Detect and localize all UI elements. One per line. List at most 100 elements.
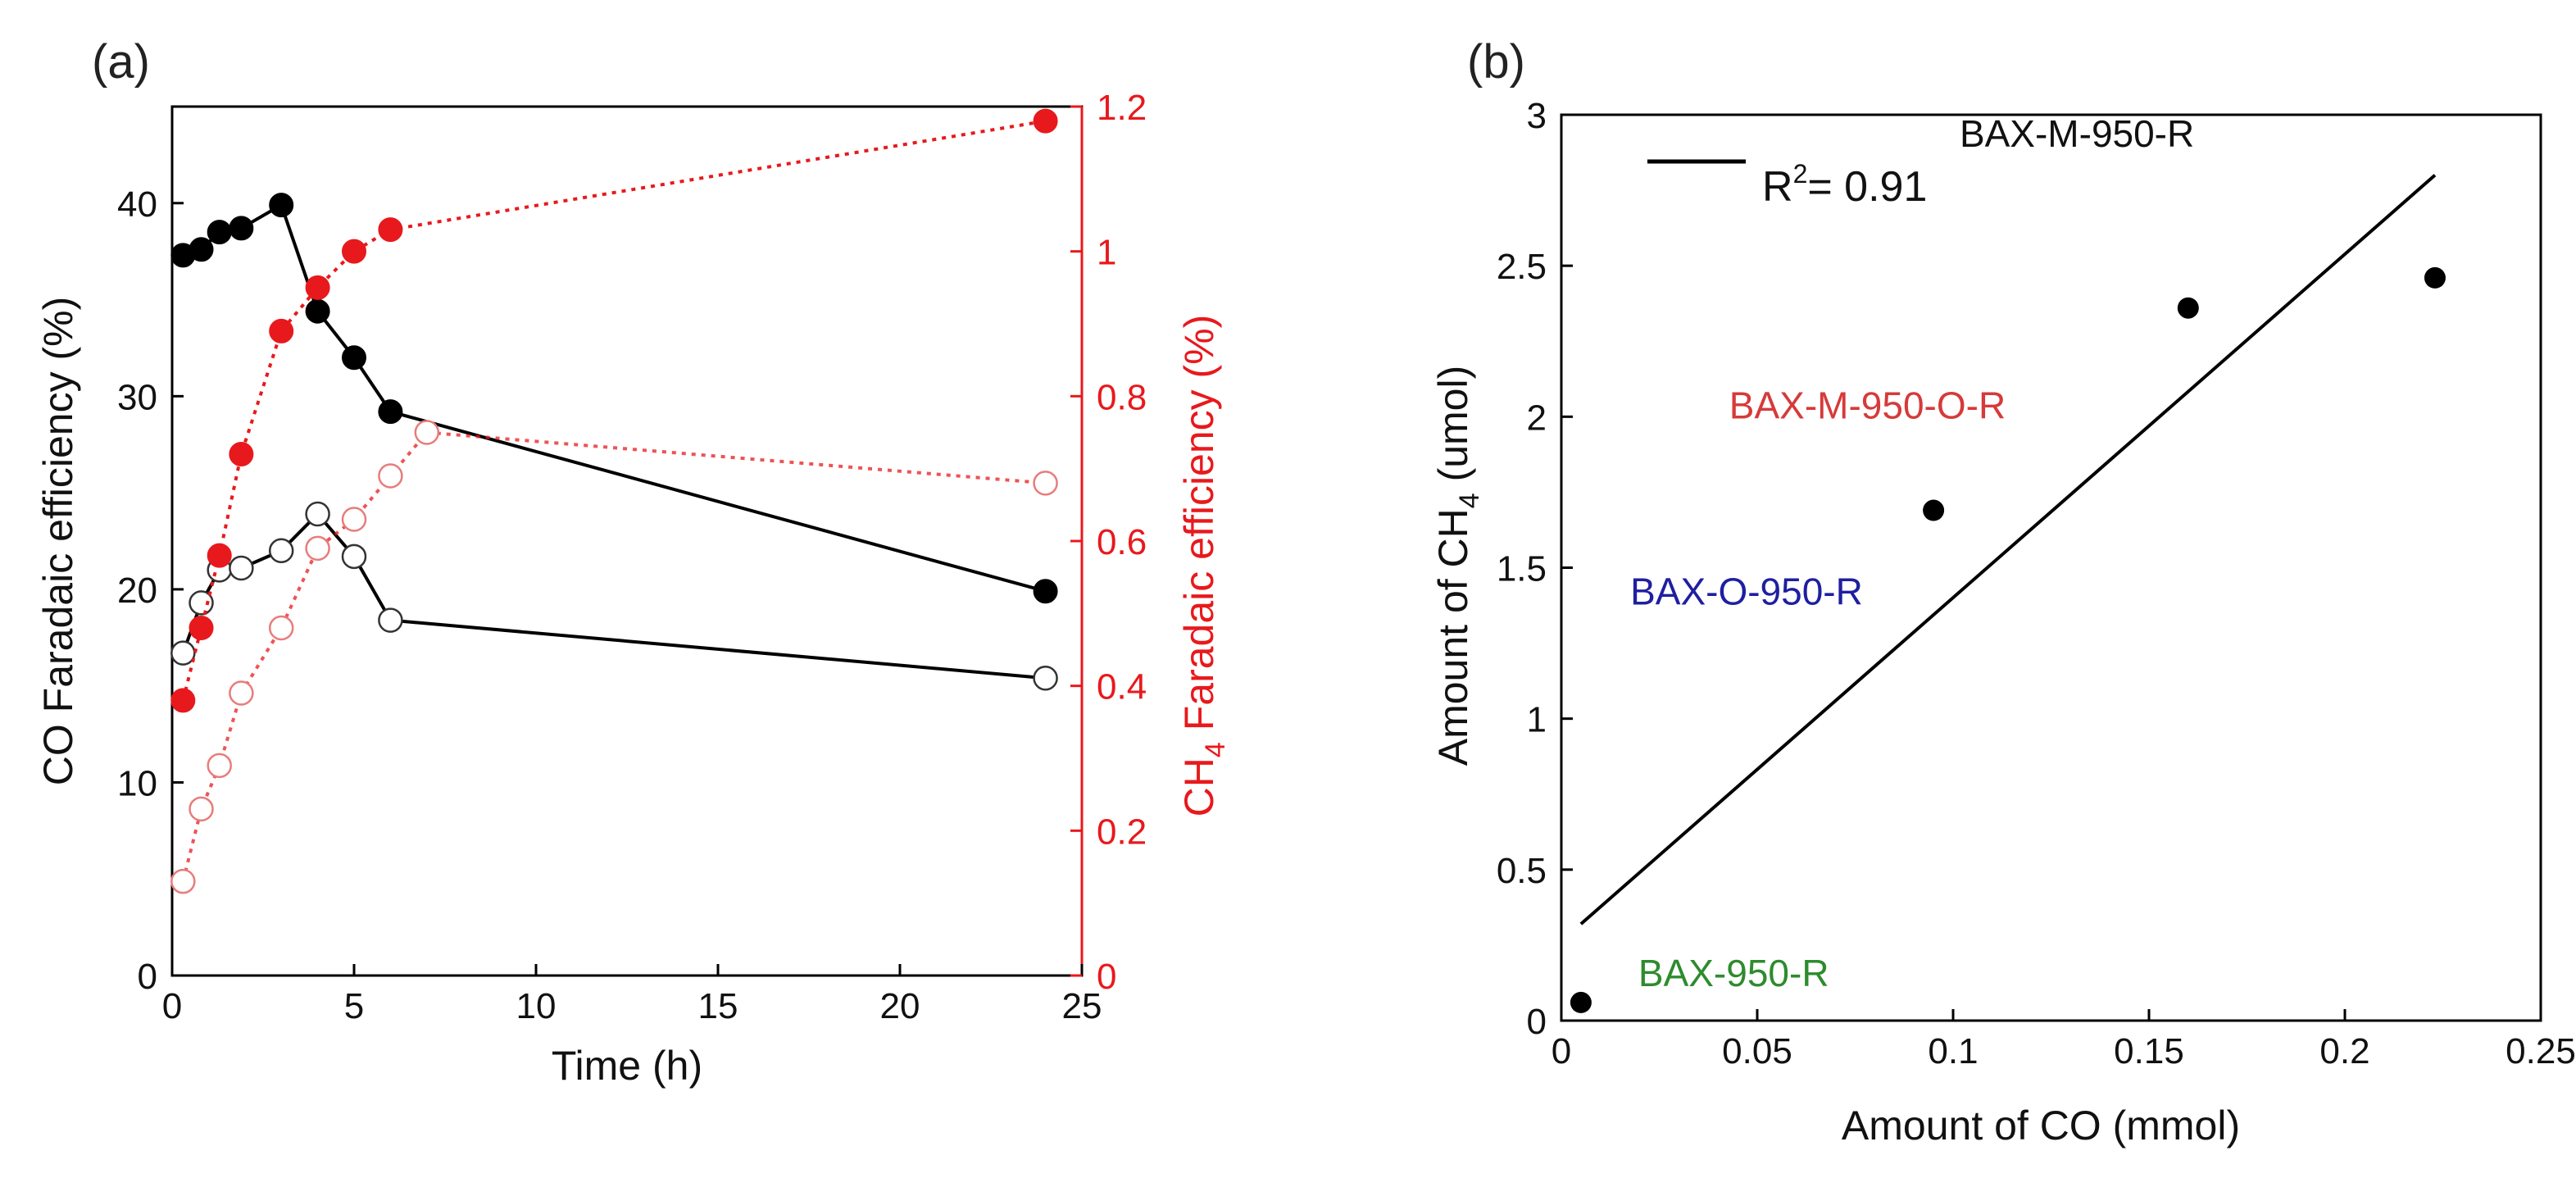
x-tick-label: 15 xyxy=(698,986,738,1026)
panel-b-y-ticks: 0 0.5 1 1.5 2 2.5 3 xyxy=(1497,96,1573,1042)
y-label-rest: (umol) xyxy=(1430,366,1476,493)
y-label-sub: 4 xyxy=(1454,493,1485,508)
series-point-0 xyxy=(342,345,366,371)
series-point-2 xyxy=(170,688,196,713)
scatter-point xyxy=(2177,297,2199,319)
series-point-0 xyxy=(1033,579,1058,604)
point-label: BAX-M-950-R xyxy=(1960,112,2194,155)
panel-b-x-ticks: 0 0.05 0.1 0.15 0.2 0.25 xyxy=(1552,1009,2576,1071)
series-point-2 xyxy=(305,275,330,300)
y-tick-label: 3 xyxy=(1527,96,1547,136)
panel-a-y-ticks: 0 10 20 30 40 xyxy=(117,184,184,997)
series-point-1 xyxy=(170,640,196,666)
series-point-3 xyxy=(268,615,294,641)
legend-sup: 2 xyxy=(1793,159,1808,189)
legend-r: R xyxy=(1762,163,1793,211)
x-tick-label: 0.2 xyxy=(2319,1031,2369,1071)
series-point-1 xyxy=(229,555,254,581)
y-tick-label: 0 xyxy=(1527,1002,1547,1042)
y2-label-sub: 4 xyxy=(1200,742,1231,757)
x-tick-label: 20 xyxy=(880,986,920,1026)
y-tick-label: 2 xyxy=(1527,398,1547,438)
legend-value: = 0.91 xyxy=(1807,163,1927,211)
y2-label-ch: CH xyxy=(1176,757,1222,816)
y-tick-label: 10 xyxy=(117,763,157,803)
y-tick-label: 1 xyxy=(1527,700,1547,740)
series-point-3 xyxy=(189,796,214,822)
series-point-1 xyxy=(341,544,367,570)
x-tick-label: 0.15 xyxy=(2114,1031,2184,1071)
panel-b-frame xyxy=(1560,113,2542,1022)
panel-b-y-axis-label: Amount of CH4 (umol) xyxy=(1430,366,1485,766)
y2-tick-label: 0.4 xyxy=(1097,667,1147,707)
panel-a-y2-ticks: 0 0.2 0.4 0.6 0.8 1 1.2 xyxy=(1070,88,1147,997)
y2-tick-label: 0 xyxy=(1097,957,1116,997)
y2-tick-label: 1.2 xyxy=(1097,88,1147,128)
y2-tick-label: 0.6 xyxy=(1097,522,1147,562)
series-point-0 xyxy=(269,193,294,218)
x-tick-label: 25 xyxy=(1062,986,1102,1026)
y-tick-label: 30 xyxy=(117,377,157,417)
series-point-2 xyxy=(378,217,403,243)
panel-a-label: (a) xyxy=(92,35,150,89)
x-tick-label: 5 xyxy=(344,986,364,1026)
series-point-2 xyxy=(229,442,254,466)
y-label-main: Amount of CH xyxy=(1430,508,1476,766)
y-tick-label: 0.5 xyxy=(1497,851,1547,891)
x-tick-label: 10 xyxy=(516,986,557,1026)
series-point-0 xyxy=(189,237,214,262)
point-label: BAX-M-950-O-R xyxy=(1729,384,2006,427)
x-tick-label: 0.25 xyxy=(2506,1031,2576,1071)
panel-b-x-axis-label: Amount of CO (mmol) xyxy=(1842,1103,2240,1148)
y-tick-label: 2.5 xyxy=(1497,247,1547,287)
x-tick-label: 0 xyxy=(162,986,182,1026)
point-label: BAX-O-950-R xyxy=(1630,571,1863,613)
y2-tick-label: 0.2 xyxy=(1097,812,1147,852)
series-point-2 xyxy=(207,543,232,568)
series-point-1 xyxy=(378,607,403,633)
series-line-0 xyxy=(182,202,1047,594)
panel-b: (b) 0 0.05 0.1 0.15 0.2 0.25 0 0.5 1 1.5 2 2.5 3 Am… xyxy=(1430,35,2576,1148)
legend-r2: R2= 0.91 xyxy=(1762,159,1927,211)
x-tick-label: 0.05 xyxy=(1722,1031,1792,1071)
series-line-3 xyxy=(181,430,1046,882)
panel-a-series xyxy=(170,108,1058,894)
panel-b-label: (b) xyxy=(1467,35,1525,89)
series-point-2 xyxy=(1033,108,1058,134)
point-label: BAX-950-R xyxy=(1638,952,1829,994)
panel-a-y2-axis-label: CH4 Faradaic efficiency (%) xyxy=(1176,315,1231,817)
series-point-2 xyxy=(189,616,214,640)
panel-a-y-axis-label: CO Faradaic efficiency (%) xyxy=(35,297,81,785)
x-tick-label: 0 xyxy=(1552,1031,1571,1071)
y-tick-label: 20 xyxy=(117,571,157,611)
scatter-point xyxy=(1570,991,1592,1013)
panel-a-x-axis-label: Time (h) xyxy=(552,1043,702,1089)
series-point-1 xyxy=(1033,665,1058,691)
y-tick-label: 1.5 xyxy=(1497,549,1547,589)
x-tick-label: 0.1 xyxy=(1928,1031,1978,1071)
series-point-3 xyxy=(341,507,367,532)
y2-tick-label: 0.8 xyxy=(1097,377,1147,417)
series-point-2 xyxy=(269,318,294,343)
series-line-2 xyxy=(181,119,1046,701)
y-tick-label: 40 xyxy=(117,184,157,225)
series-point-3 xyxy=(229,680,254,706)
panel-b-series: BAX-950-R BAX-O-950-R BAX-M-950-O-R BAX-M-9… xyxy=(1570,112,2446,1013)
series-point-3 xyxy=(207,753,232,779)
fit-line xyxy=(1579,174,2437,926)
series-point-2 xyxy=(342,239,366,264)
series-point-3 xyxy=(414,420,440,445)
series-point-3 xyxy=(305,535,330,562)
panel-a: (a) 0 5 10 15 20 25 0 10 20 30 40 0 0.2 0.4 0.6 0.8 1 1… xyxy=(35,35,1231,1089)
series-point-0 xyxy=(305,298,330,324)
series-point-0 xyxy=(207,220,232,245)
series-point-0 xyxy=(378,399,403,425)
series-point-0 xyxy=(229,216,254,241)
y2-tick-label: 1 xyxy=(1097,233,1116,273)
series-point-3 xyxy=(378,463,403,489)
scatter-point xyxy=(1923,499,1945,521)
y-tick-label: 0 xyxy=(138,957,157,997)
series-point-3 xyxy=(1033,471,1058,496)
panel-a-x-ticks: 0 5 10 15 20 25 xyxy=(162,964,1102,1026)
